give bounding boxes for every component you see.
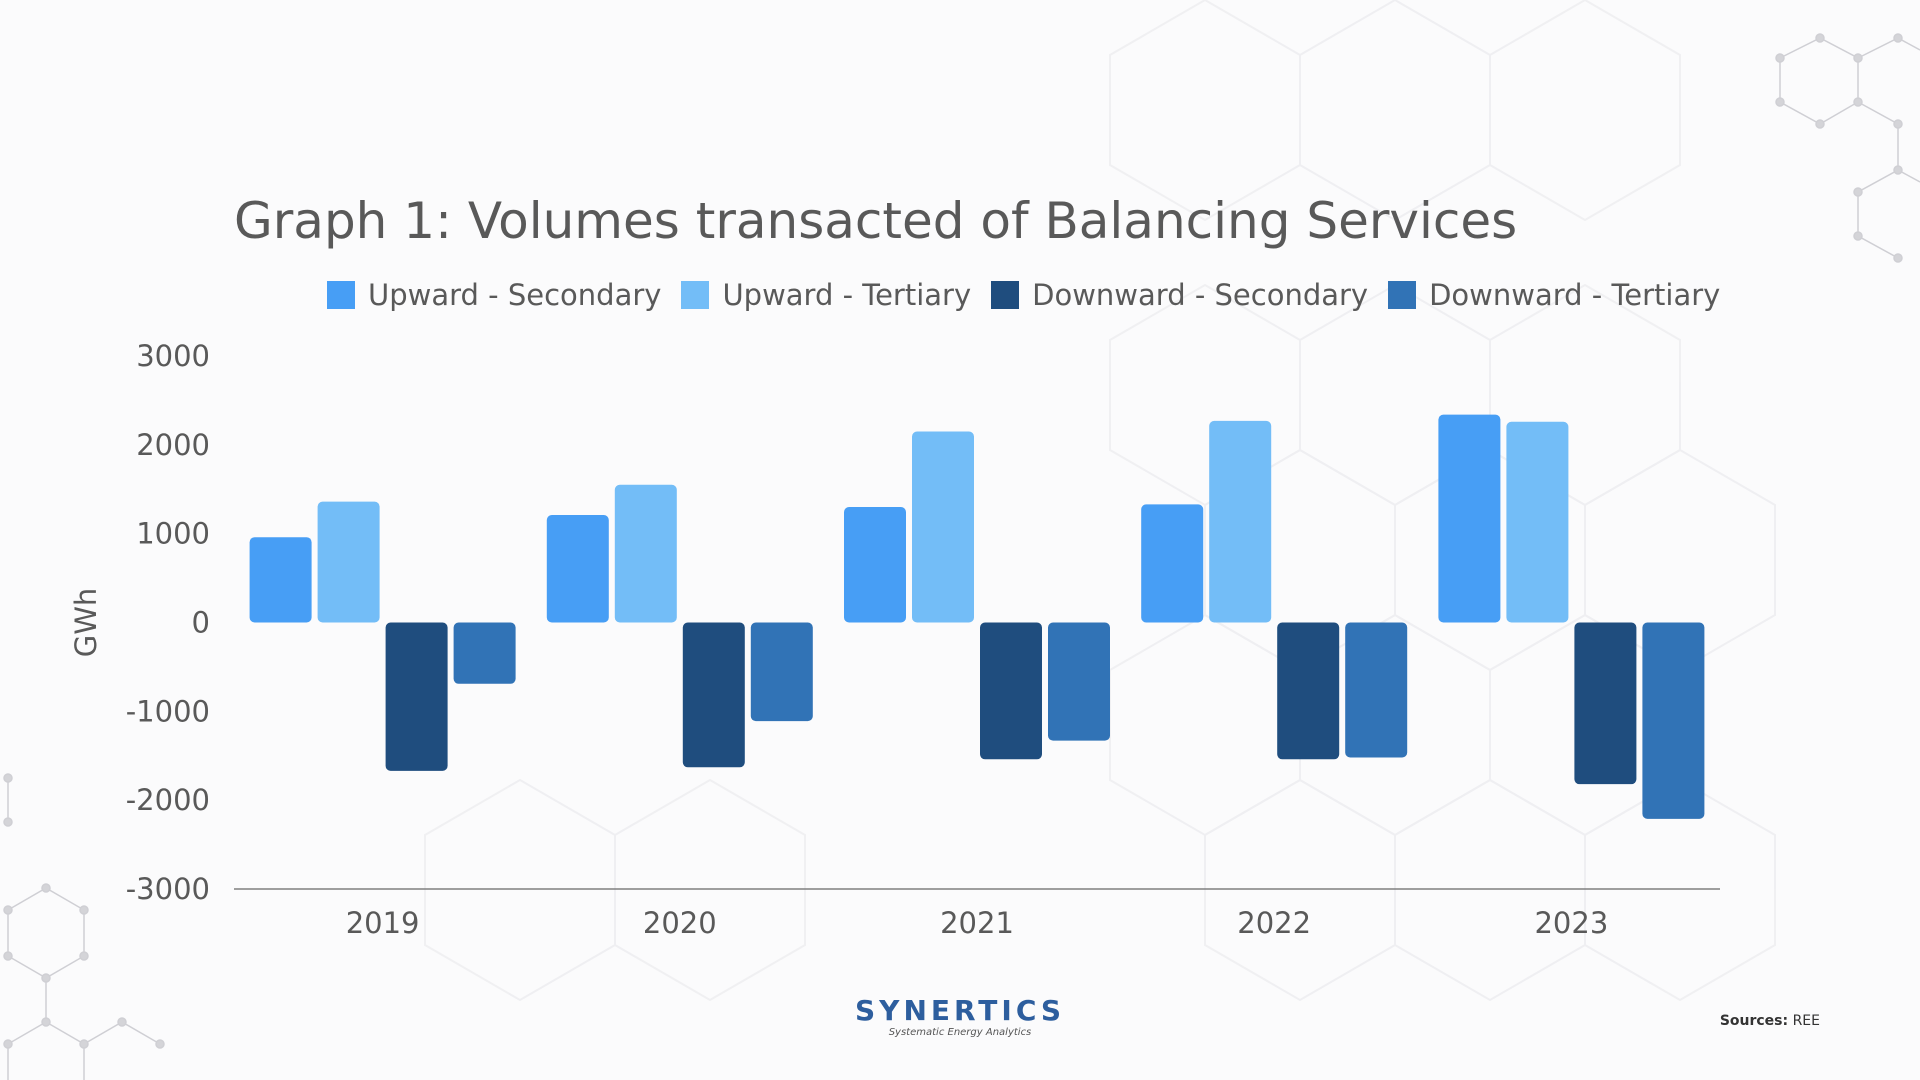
bar-upward-secondary-2021 — [844, 507, 906, 623]
bar-upward-secondary-2019 — [249, 537, 312, 623]
bar-upward-tertiary-2022 — [1209, 420, 1272, 623]
legend-swatch-downward-tertiary — [1388, 281, 1417, 309]
sources-note: Sources: REE — [1720, 1013, 1820, 1029]
x-category-label-2021: 2021 — [940, 906, 1014, 940]
legend-item-upward-secondary: Upward - Secondary — [327, 278, 661, 312]
bar-downward-secondary-2022 — [1277, 622, 1340, 760]
legend-label-downward-secondary: Downward - Secondary — [1032, 278, 1369, 312]
sources-value: REE — [1792, 1013, 1820, 1029]
legend-swatch-upward-tertiary — [681, 281, 710, 309]
bar-downward-tertiary-2023 — [1642, 622, 1705, 819]
legend-label-upward-tertiary: Upward - Tertiary — [722, 278, 972, 312]
bar-downward-tertiary-2021 — [1048, 622, 1110, 741]
y-tick-label: -3000 — [126, 872, 210, 906]
x-category-label-2020: 2020 — [643, 906, 717, 940]
y-tick-label: 3000 — [136, 339, 210, 373]
y-tick-label: 0 — [192, 606, 210, 640]
y-tick-label: -2000 — [126, 783, 210, 817]
bar-downward-tertiary-2022 — [1345, 622, 1408, 758]
bar-upward-tertiary-2019 — [317, 501, 380, 623]
chart-title: Graph 1: Volumes transacted of Balancing… — [234, 192, 1518, 250]
bar-downward-secondary-2023 — [1574, 622, 1637, 785]
chart-legend: Upward - Secondary Upward - Tertiary Dow… — [327, 278, 1720, 312]
x-category-label-2023: 2023 — [1534, 906, 1608, 940]
bar-downward-tertiary-2019 — [453, 622, 516, 684]
logo-wordmark: SYNERTICS — [855, 994, 1066, 1027]
bar-upward-tertiary-2020 — [614, 484, 677, 623]
legend-item-downward-secondary: Downward - Secondary — [991, 278, 1368, 312]
bar-downward-secondary-2020 — [682, 622, 745, 768]
bar-upward-secondary-2020 — [546, 515, 609, 623]
sources-label: Sources: — [1719, 1013, 1789, 1029]
legend-swatch-downward-secondary — [991, 281, 1020, 309]
bar-downward-tertiary-2020 — [750, 622, 813, 722]
synertics-logo: SYNERTICS Systematic Energy Analytics — [855, 996, 1065, 1039]
y-tick-label: 1000 — [136, 517, 210, 551]
bar-upward-secondary-2023 — [1438, 414, 1501, 623]
legend-item-upward-tertiary: Upward - Tertiary — [681, 278, 971, 312]
molecule-top-right-icon — [1775, 33, 1920, 263]
bar-upward-tertiary-2021 — [912, 431, 974, 623]
bar-upward-secondary-2022 — [1141, 504, 1204, 623]
y-tick-label: -1000 — [126, 694, 210, 728]
y-axis-title: GWh — [69, 588, 103, 658]
legend-label-upward-secondary: Upward - Secondary — [368, 278, 662, 312]
bar-downward-secondary-2019 — [385, 622, 448, 771]
y-tick-label: 2000 — [136, 428, 210, 462]
bar-downward-secondary-2021 — [980, 622, 1042, 760]
legend-swatch-upward-secondary — [327, 281, 355, 309]
logo-tagline: Systematic Energy Analytics — [888, 1027, 1032, 1038]
bar-upward-tertiary-2023 — [1506, 421, 1569, 623]
x-category-label-2022: 2022 — [1237, 906, 1311, 940]
x-category-label-2019: 2019 — [346, 906, 420, 940]
legend-label-downward-tertiary: Downward - Tertiary — [1429, 278, 1721, 312]
legend-item-downward-tertiary: Downward - Tertiary — [1388, 278, 1720, 312]
molecule-bottom-left-icon — [3, 773, 165, 1080]
